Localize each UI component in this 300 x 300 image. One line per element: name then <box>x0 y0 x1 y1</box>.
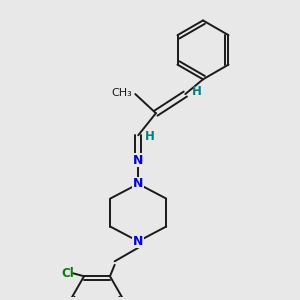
Text: Cl: Cl <box>61 267 74 280</box>
Text: CH₃: CH₃ <box>111 88 132 98</box>
Text: H: H <box>192 85 202 98</box>
Text: N: N <box>133 154 143 167</box>
Text: N: N <box>133 177 143 190</box>
Text: H: H <box>145 130 154 143</box>
Text: N: N <box>133 235 143 248</box>
